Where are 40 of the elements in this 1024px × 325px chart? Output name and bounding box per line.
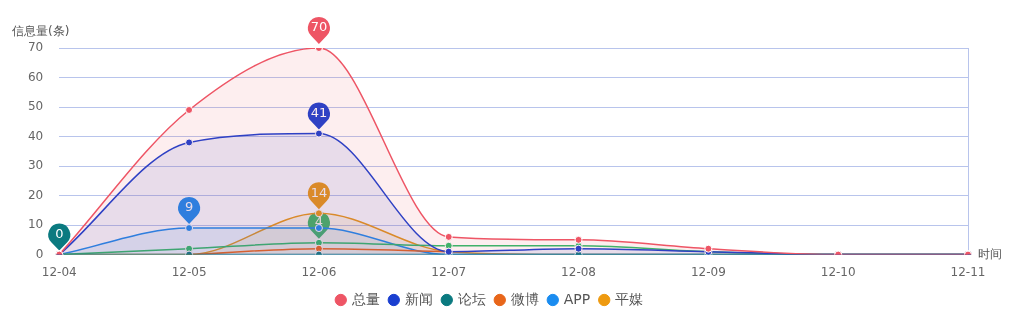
y-axis-title: 信息量(条) — [12, 24, 70, 39]
annotation: 4 — [314, 214, 324, 230]
x-axis-title: 时间 — [978, 246, 1002, 261]
legend-label: 微博 — [510, 290, 539, 307]
x-tick-label: 12-11 — [950, 264, 986, 279]
point — [444, 232, 453, 241]
point — [444, 241, 453, 250]
y-tick-label: 30 — [27, 158, 44, 173]
legend-label: 新闻 — [404, 290, 433, 307]
x-tick-label: 12-06 — [301, 264, 337, 279]
y-tick-label: 60 — [27, 69, 44, 84]
legend-label: 总量 — [350, 290, 380, 307]
point — [185, 105, 194, 114]
point — [574, 235, 583, 244]
y-tick-label: 20 — [27, 187, 44, 202]
y-tick-label: 10 — [27, 217, 44, 232]
point — [314, 244, 323, 253]
point — [314, 129, 323, 138]
point — [314, 209, 323, 218]
x-tick-label: 12-04 — [41, 264, 77, 279]
annotation: 9 — [184, 199, 194, 215]
x-tick-label: 12-05 — [171, 264, 207, 279]
x-tick-label: 12-10 — [820, 264, 856, 279]
y-tick-label: 0 — [35, 246, 44, 261]
legend-label: APP — [563, 290, 591, 307]
point — [185, 138, 194, 147]
y-tick-label: 50 — [27, 99, 44, 114]
point — [314, 238, 323, 247]
x-tick-label: 12-08 — [561, 264, 596, 279]
annotation: 41 — [310, 104, 328, 120]
point — [185, 224, 194, 233]
annotation: 70 — [310, 19, 328, 35]
x-tick-label: 12-07 — [431, 264, 467, 279]
y-tick-label: 70 — [27, 40, 44, 55]
annotation: 0 — [55, 225, 64, 241]
legend-label: 平媒 — [615, 290, 644, 307]
annotation: 14 — [310, 184, 328, 200]
legend-label: 论坛 — [457, 290, 486, 307]
x-tick-label: 12-09 — [690, 264, 726, 279]
y-tick-label: 40 — [27, 128, 44, 143]
